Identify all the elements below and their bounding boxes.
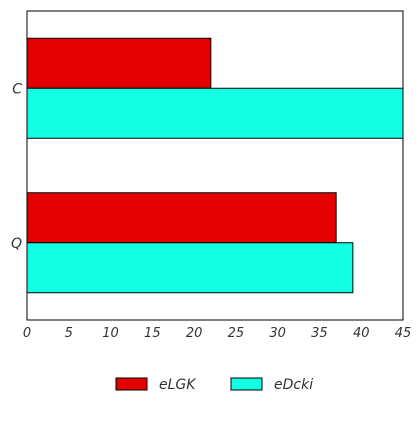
legend-label-edcki: eDcki (274, 377, 313, 393)
x-tick-label: 45 (395, 326, 412, 341)
y-axis: CQ (11, 81, 22, 252)
plot-frame (26, 10, 404, 321)
bar-edcki-q (26, 242, 354, 294)
y-tick-label: C (12, 81, 22, 97)
bar-edcki-c (26, 87, 404, 139)
x-tick-label: 10 (102, 326, 119, 341)
x-tick-label: 15 (144, 326, 161, 341)
legend-swatch-elgk (115, 377, 148, 391)
bar-elgk-c (26, 37, 212, 89)
x-tick-label: 25 (228, 326, 245, 341)
legend-label-elgk: eLGK (159, 377, 197, 393)
x-axis: 0 5 10 15 20 25 30 35 40 45 (23, 326, 411, 341)
legend-swatch-edcki (230, 377, 263, 391)
bars-layer (26, 37, 404, 294)
x-tick-label: 0 (23, 326, 31, 341)
x-tick-label: 40 (353, 326, 370, 341)
x-tick-label: 35 (311, 326, 328, 341)
x-tick-label: 20 (186, 326, 203, 341)
y-tick-label: Q (11, 236, 22, 252)
bar-elgk-q (26, 192, 337, 244)
x-tick-label: 30 (269, 326, 286, 341)
x-tick-label: 5 (65, 326, 73, 341)
legend: eLGK eDcki (115, 377, 313, 393)
